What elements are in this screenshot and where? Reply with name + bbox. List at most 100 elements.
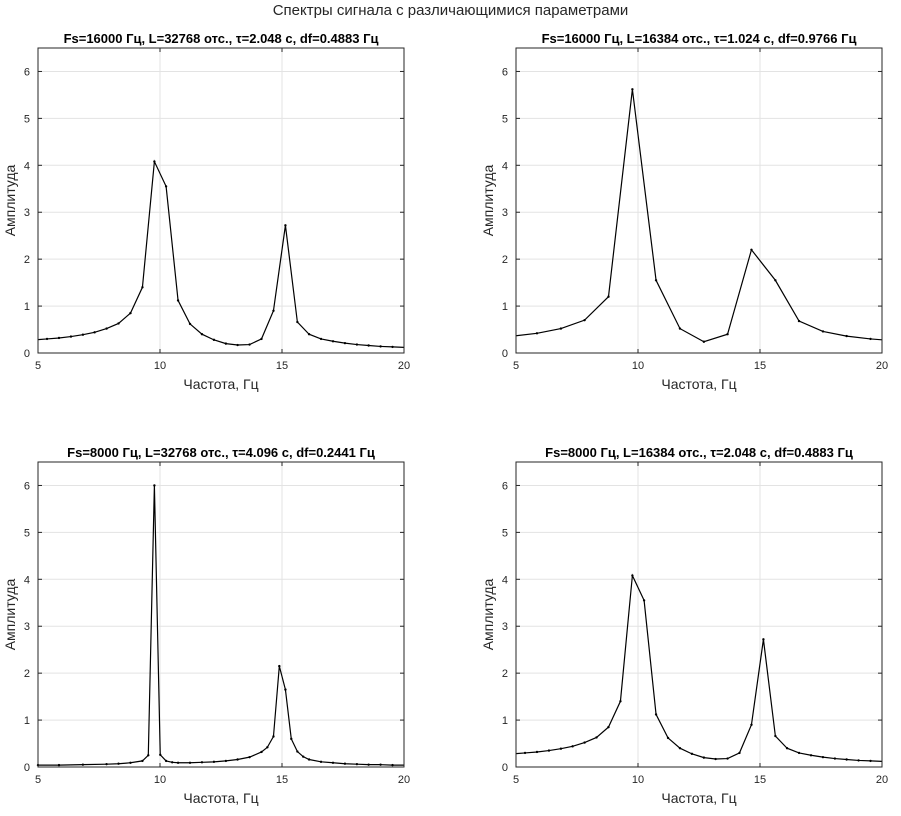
y-tick-label: 6 <box>24 66 30 78</box>
chart-title: Fs=8000 Гц, L=16384 отс., τ=2.048 с, df=… <box>545 445 853 460</box>
y-tick-label: 5 <box>24 113 30 125</box>
data-point <box>57 763 61 767</box>
data-point <box>248 343 251 346</box>
data-point <box>81 333 85 336</box>
data-point <box>785 747 789 750</box>
data-point <box>188 761 192 764</box>
x-tick-label: 5 <box>35 774 41 786</box>
data-point <box>236 343 239 347</box>
data-point <box>93 331 96 334</box>
data-point <box>331 761 335 764</box>
data-point <box>200 761 204 764</box>
data-point <box>200 333 204 336</box>
data-point <box>845 758 848 761</box>
axes-box <box>515 461 883 768</box>
y-tick-label: 3 <box>502 207 508 219</box>
axes-box <box>37 47 405 354</box>
data-point <box>391 763 394 767</box>
chart-fs8000-l32768: Fs=8000 Гц, L=32768 отс., τ=4.096 с, df=… <box>0 444 420 806</box>
data-point <box>290 737 293 741</box>
data-point <box>367 763 370 766</box>
chart-svg: Fs=8000 Гц, L=32768 отс., τ=4.096 с, df=… <box>2 445 410 806</box>
y-tick-label: 1 <box>24 715 30 727</box>
y-tick-label: 4 <box>502 574 508 586</box>
data-point <box>319 760 323 764</box>
data-point <box>331 340 335 343</box>
data-point <box>164 185 168 188</box>
x-tick-label: 10 <box>632 774 644 786</box>
y-tick-label: 4 <box>24 160 30 172</box>
data-point <box>583 318 586 322</box>
y-tick-label: 2 <box>502 668 508 680</box>
data-point <box>654 279 658 282</box>
series-line <box>38 485 404 766</box>
chart-fs16000-l16384: Fs=16000 Гц, L=16384 отс., τ=1.024 с, df… <box>478 30 898 392</box>
x-tick-label: 20 <box>398 774 410 786</box>
data-point <box>141 759 144 763</box>
data-point <box>272 309 275 312</box>
data-point <box>774 279 777 282</box>
y-tick-label: 6 <box>502 66 508 78</box>
data-point <box>117 762 120 765</box>
data-point <box>302 755 305 758</box>
data-point <box>547 749 551 752</box>
data-point <box>619 700 622 703</box>
y-tick-label: 3 <box>24 207 30 219</box>
data-point <box>523 751 527 755</box>
chart-svg: Fs=16000 Гц, L=16384 отс., τ=1.024 с, df… <box>480 31 888 392</box>
data-point <box>571 745 574 748</box>
data-point <box>153 160 156 163</box>
y-tick-label: 1 <box>502 301 508 313</box>
data-point <box>164 759 168 763</box>
data-point <box>845 334 848 338</box>
data-point <box>147 754 150 757</box>
y-axis-label: Амплитуда <box>2 578 18 650</box>
x-tick-label: 10 <box>154 360 166 372</box>
y-tick-label: 0 <box>502 348 508 360</box>
data-point <box>105 762 108 766</box>
plot-area <box>38 462 404 767</box>
data-point <box>797 751 801 755</box>
data-point <box>690 752 694 756</box>
data-point <box>176 761 180 764</box>
data-point <box>171 761 174 764</box>
x-tick-label: 15 <box>754 774 766 786</box>
data-point <box>307 333 311 336</box>
y-tick-label: 5 <box>502 527 508 539</box>
x-tick-label: 10 <box>154 774 166 786</box>
data-point <box>821 330 825 333</box>
y-tick-label: 1 <box>24 301 30 313</box>
data-point <box>212 338 216 342</box>
plot-area <box>38 48 404 353</box>
data-point <box>559 327 563 330</box>
y-tick-label: 3 <box>502 621 508 633</box>
data-point <box>857 759 860 762</box>
y-tick-label: 2 <box>502 254 508 266</box>
plot-area <box>516 48 882 353</box>
data-point <box>631 574 634 577</box>
chart-title: Fs=8000 Гц, L=32768 отс., τ=4.096 с, df=… <box>67 445 375 460</box>
y-axis-label: Амплитуда <box>480 578 496 650</box>
data-point <box>129 761 132 764</box>
figure-suptitle: Спектры сигнала с различающимися парамет… <box>272 2 629 19</box>
data-point <box>379 345 382 348</box>
data-point <box>284 688 287 691</box>
y-axis-label: Амплитуда <box>2 164 18 236</box>
y-tick-label: 5 <box>502 113 508 125</box>
x-tick-label: 5 <box>35 360 41 372</box>
data-point <box>355 762 359 766</box>
data-point <box>666 736 670 740</box>
data-point <box>607 725 610 729</box>
data-point <box>726 757 729 760</box>
y-tick-label: 0 <box>24 348 30 360</box>
chart-fs16000-l32768: Fs=16000 Гц, L=32768 отс., τ=2.048 с, df… <box>0 30 420 392</box>
data-point <box>678 747 682 750</box>
y-tick-label: 6 <box>502 480 508 492</box>
data-point <box>129 311 132 315</box>
data-point <box>343 341 347 345</box>
data-point <box>307 758 311 761</box>
data-point <box>833 757 837 760</box>
data-point <box>272 735 275 738</box>
data-point <box>224 759 228 763</box>
